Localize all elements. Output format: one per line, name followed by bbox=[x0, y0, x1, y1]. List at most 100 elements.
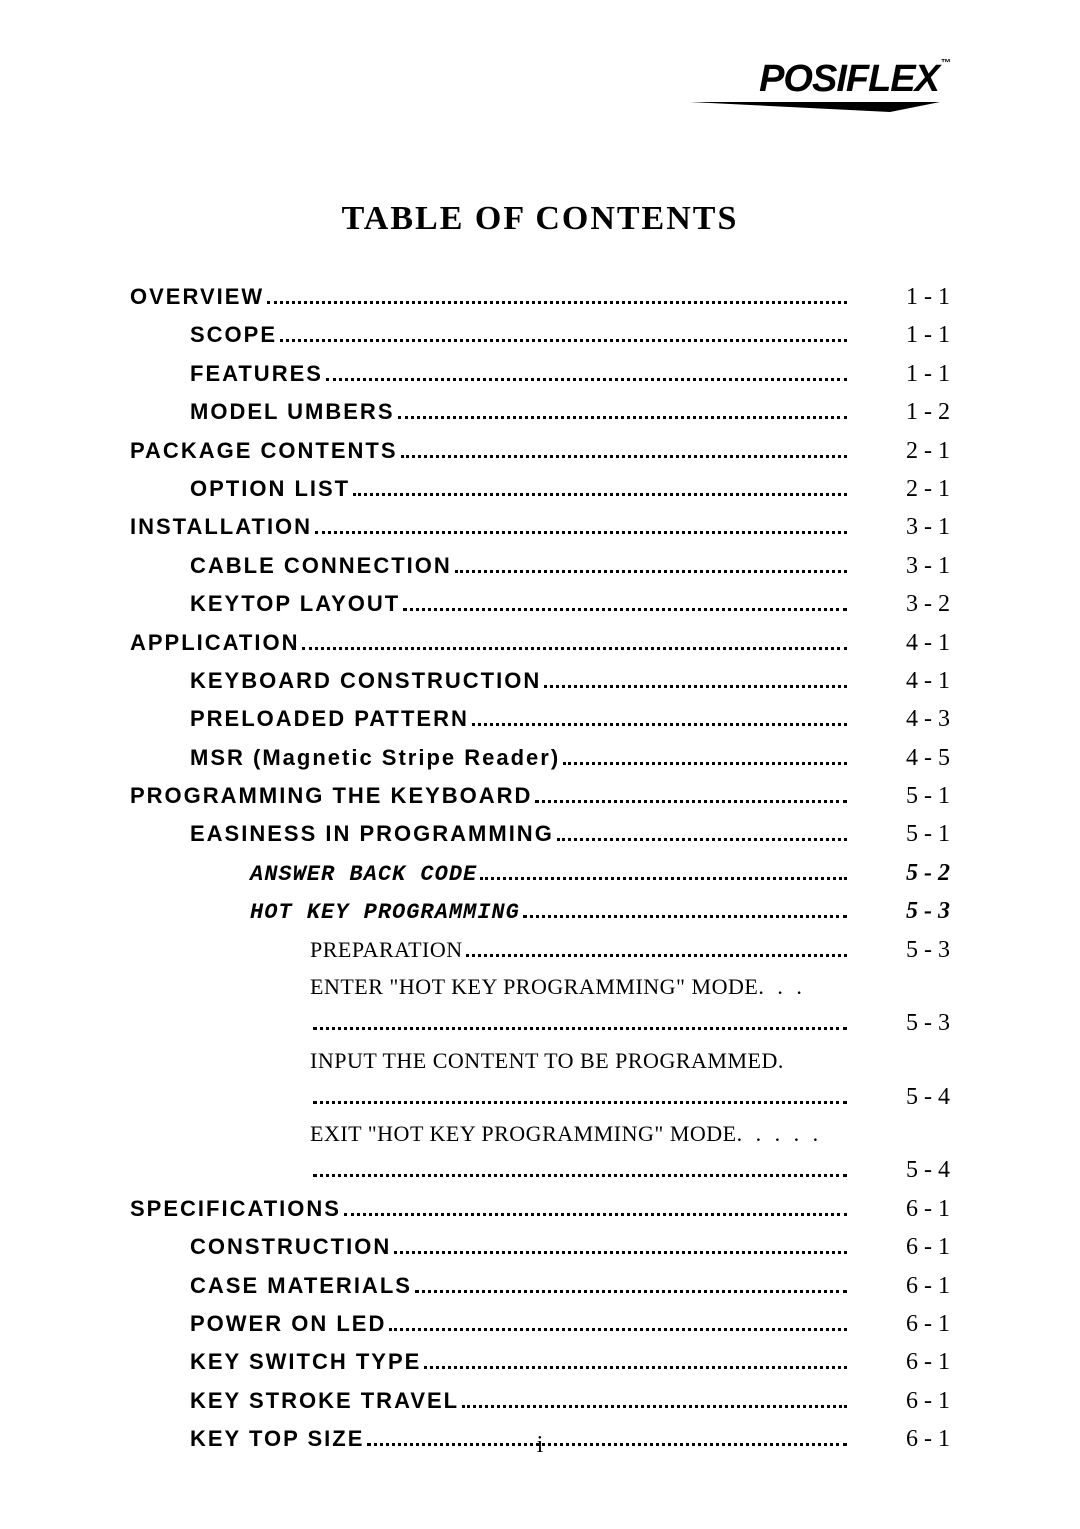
toc-page: 2 - 1 bbox=[850, 470, 950, 508]
toc-label: ENTER "HOT KEY PROGRAMMING" MODE bbox=[310, 969, 758, 1004]
toc-label: EASINESS IN PROGRAMMING bbox=[190, 816, 554, 851]
toc-entry: SCOPE 1 - 1 bbox=[130, 316, 950, 354]
toc-page: 2 - 1 bbox=[850, 432, 950, 470]
toc-label: OPTION LIST bbox=[190, 471, 350, 506]
toc-label: PRELOADED PATTERN bbox=[190, 701, 469, 736]
toc-label: INPUT THE CONTENT TO BE PROGRAMMED bbox=[310, 1043, 778, 1078]
toc-entry: INPUT THE CONTENT TO BE PROGRAMMED . bbox=[130, 1043, 950, 1078]
toc-page: 5 - 1 bbox=[850, 815, 950, 853]
toc-leader bbox=[353, 478, 847, 496]
toc-entry: KEYBOARD CONSTRUCTION 4 - 1 bbox=[130, 662, 950, 700]
toc-page: 6 - 1 bbox=[850, 1382, 950, 1420]
toc-page: 4 - 5 bbox=[850, 739, 950, 777]
toc-entry: EASINESS IN PROGRAMMING 5 - 1 bbox=[130, 815, 950, 853]
toc-leader bbox=[394, 1237, 847, 1255]
toc-leader bbox=[563, 747, 847, 765]
toc-leader bbox=[544, 670, 847, 688]
toc-leader bbox=[398, 402, 848, 420]
toc-label: KEYBOARD CONSTRUCTION bbox=[190, 663, 541, 698]
toc-label: SPECIFICATIONS bbox=[130, 1191, 341, 1226]
toc-leader bbox=[302, 632, 847, 650]
toc-leader: . . . bbox=[758, 969, 806, 1004]
toc-label: CONSTRUCTION bbox=[190, 1229, 391, 1264]
toc-entry: KEY STROKE TRAVEL 6 - 1 bbox=[130, 1382, 950, 1420]
toc-page: 1 - 1 bbox=[850, 278, 950, 316]
toc-page: 5 - 1 bbox=[850, 777, 950, 815]
toc-leader bbox=[480, 862, 847, 880]
toc-label: EXIT "HOT KEY PROGRAMMING" MODE bbox=[310, 1116, 737, 1151]
toc-page: 3 - 1 bbox=[850, 508, 950, 546]
toc-page: 1 - 2 bbox=[850, 393, 950, 431]
toc-leader bbox=[455, 555, 847, 573]
toc-page: 6 - 1 bbox=[850, 1267, 950, 1305]
toc-leader bbox=[557, 824, 847, 842]
toc-page: 6 - 1 bbox=[850, 1305, 950, 1343]
toc-page: 3 - 1 bbox=[850, 547, 950, 585]
toc-entry: CASE MATERIALS 6 - 1 bbox=[130, 1267, 950, 1305]
toc-leader bbox=[415, 1275, 847, 1293]
toc-page: 4 - 1 bbox=[850, 662, 950, 700]
toc-entry: OVERVIEW 1 - 1 bbox=[130, 278, 950, 316]
toc-label: KEY STROKE TRAVEL bbox=[190, 1383, 459, 1418]
toc-leader bbox=[313, 1013, 847, 1031]
toc-page: 1 - 1 bbox=[850, 316, 950, 354]
toc-page: 5 - 4 bbox=[850, 1151, 950, 1189]
toc-label: CABLE CONNECTION bbox=[190, 548, 452, 583]
toc-leader bbox=[424, 1352, 847, 1370]
toc-entry: SPECIFICATIONS 6 - 1 bbox=[130, 1190, 950, 1228]
toc-label: PREPARATION bbox=[310, 932, 463, 967]
brand-logo: POSIFLEX bbox=[759, 58, 950, 101]
toc-label: CASE MATERIALS bbox=[190, 1268, 412, 1303]
toc-leader bbox=[462, 1390, 847, 1408]
toc-label: OVERVIEW bbox=[130, 279, 264, 314]
toc-page: 4 - 1 bbox=[850, 624, 950, 662]
toc-label: FEATURES bbox=[190, 356, 323, 391]
toc-entry: PROGRAMMING THE KEYBOARD 5 - 1 bbox=[130, 777, 950, 815]
toc-leader bbox=[535, 785, 847, 803]
toc-leader bbox=[472, 709, 847, 727]
toc-entry: KEY SWITCH TYPE 6 - 1 bbox=[130, 1343, 950, 1381]
toc-entry: CABLE CONNECTION 3 - 1 bbox=[130, 547, 950, 585]
toc-entry: OPTION LIST 2 - 1 bbox=[130, 470, 950, 508]
toc-label: HOT KEY PROGRAMMING bbox=[250, 895, 520, 930]
page-number: i bbox=[0, 1432, 1080, 1459]
toc-leader: . . . . . bbox=[737, 1116, 823, 1151]
toc-page: 5 - 3 bbox=[850, 892, 950, 930]
toc-entry: CONSTRUCTION 6 - 1 bbox=[130, 1228, 950, 1266]
toc-entry: MSR (Magnetic Stripe Reader) 4 - 5 bbox=[130, 739, 950, 777]
toc-label: PROGRAMMING THE KEYBOARD bbox=[130, 778, 532, 813]
toc-entry: HOT KEY PROGRAMMING 5 - 3 bbox=[130, 892, 950, 930]
toc-entry: PACKAGE CONTENTS 2 - 1 bbox=[130, 432, 950, 470]
toc-leader bbox=[523, 901, 847, 919]
toc-leader bbox=[466, 939, 847, 957]
toc-entry: EXIT "HOT KEY PROGRAMMING" MODE . . . . … bbox=[130, 1116, 950, 1151]
page-title: TABLE OF CONTENTS bbox=[130, 200, 950, 238]
toc-entry: PRELOADED PATTERN 4 - 3 bbox=[130, 700, 950, 738]
table-of-contents: OVERVIEW 1 - 1SCOPE 1 - 1FEATURES 1 - 1M… bbox=[130, 278, 950, 1459]
toc-entry: ENTER "HOT KEY PROGRAMMING" MODE . . . bbox=[130, 969, 950, 1004]
toc-leader bbox=[403, 594, 847, 612]
toc-entry: INSTALLATION 3 - 1 bbox=[130, 508, 950, 546]
toc-page: 5 - 3 bbox=[850, 1004, 950, 1042]
toc-leader: . bbox=[778, 1043, 788, 1078]
toc-leader bbox=[389, 1313, 847, 1331]
toc-page: 3 - 2 bbox=[850, 585, 950, 623]
toc-page: 6 - 1 bbox=[850, 1190, 950, 1228]
toc-label: MODEL UMBERS bbox=[190, 394, 395, 429]
toc-entry-continuation: 5 - 4 bbox=[130, 1078, 950, 1116]
toc-label: SCOPE bbox=[190, 317, 277, 352]
toc-entry: FEATURES 1 - 1 bbox=[130, 355, 950, 393]
toc-entry: MODEL UMBERS 1 - 2 bbox=[130, 393, 950, 431]
toc-leader bbox=[401, 440, 848, 458]
toc-entry: POWER ON LED 6 - 1 bbox=[130, 1305, 950, 1343]
toc-leader bbox=[315, 517, 847, 535]
toc-entry: PREPARATION 5 - 3 bbox=[130, 931, 950, 969]
toc-page: 4 - 3 bbox=[850, 700, 950, 738]
toc-page: 5 - 4 bbox=[850, 1078, 950, 1116]
toc-leader bbox=[344, 1198, 847, 1216]
toc-leader bbox=[267, 286, 847, 304]
toc-leader bbox=[280, 325, 847, 343]
toc-label: KEY SWITCH TYPE bbox=[190, 1344, 421, 1379]
toc-label: APPLICATION bbox=[130, 625, 299, 660]
toc-page: 5 - 3 bbox=[850, 931, 950, 969]
